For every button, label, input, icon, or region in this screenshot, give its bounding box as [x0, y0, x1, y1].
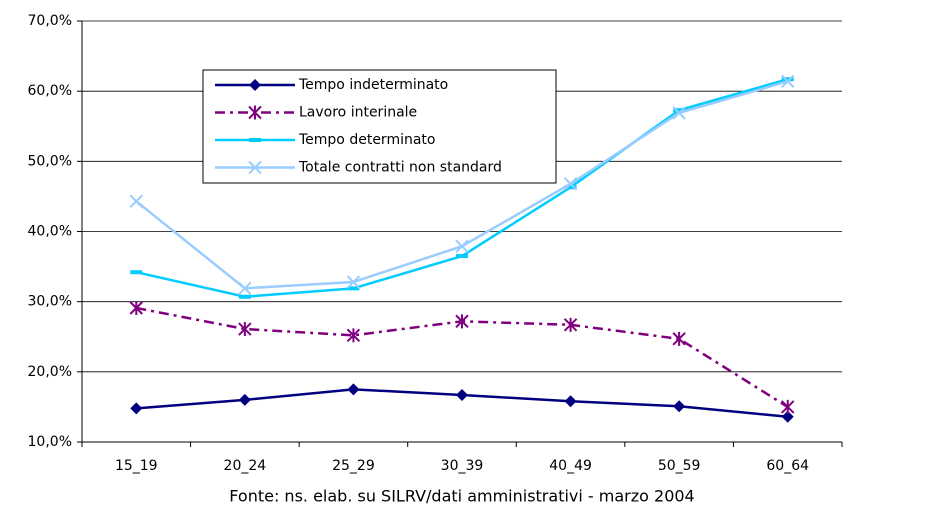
data-point	[129, 300, 143, 315]
legend-marker	[248, 160, 262, 175]
y-tick-label: 60,0%	[28, 83, 72, 99]
legend-label: Tempo indeterminato	[298, 77, 448, 93]
data-point	[781, 399, 795, 414]
x-tick-label: 25_29	[332, 458, 375, 474]
x-tick-label: 50_59	[658, 458, 701, 474]
data-point	[347, 383, 360, 396]
legend-marker	[249, 138, 261, 142]
data-point	[564, 185, 577, 190]
data-point	[130, 270, 143, 275]
data-point	[347, 286, 360, 291]
data-point	[455, 314, 469, 329]
legend-label: Lavoro interinale	[299, 105, 417, 121]
data-point	[456, 388, 468, 401]
data-point	[781, 74, 795, 89]
y-tick-label: 20,0%	[28, 364, 72, 380]
data-point	[564, 395, 577, 408]
legend-label: Tempo determinato	[298, 132, 435, 148]
data-point	[672, 106, 686, 120]
legend-label: Totale contratti non standard	[298, 160, 502, 176]
x-tick-label: 15_19	[115, 458, 158, 474]
y-tick-label: 30,0%	[28, 294, 72, 310]
data-point	[238, 294, 251, 299]
y-tick-label: 70,0%	[28, 13, 72, 29]
data-point	[129, 194, 143, 209]
data-point	[673, 108, 686, 113]
legend-marker	[249, 79, 261, 91]
x-tick-label: 40_49	[549, 458, 592, 474]
data-point	[781, 410, 794, 423]
x-tick-label: 20_24	[224, 458, 267, 474]
y-tick-label: 50,0%	[28, 153, 72, 169]
source-note: Fonte: ns. elab. su SILRV/dati amministr…	[229, 487, 694, 506]
data-point	[346, 275, 361, 289]
data-point	[238, 322, 252, 337]
data-point	[238, 281, 252, 296]
data-point	[130, 402, 143, 415]
x-tick-label: 30_39	[441, 458, 484, 474]
data-point	[455, 239, 469, 253]
data-point	[673, 400, 686, 413]
data-point	[563, 317, 578, 332]
y-tick-label: 10,0%	[28, 434, 72, 450]
data-point	[672, 331, 686, 346]
data-point	[563, 177, 578, 191]
data-point	[781, 77, 794, 82]
data-point	[456, 254, 468, 259]
data-point	[346, 328, 361, 343]
legend-box	[202, 69, 557, 184]
y-tick-label: 40,0%	[28, 224, 72, 240]
legend-marker	[248, 105, 262, 120]
x-tick-label: 60_64	[766, 458, 809, 474]
data-point	[238, 393, 251, 406]
